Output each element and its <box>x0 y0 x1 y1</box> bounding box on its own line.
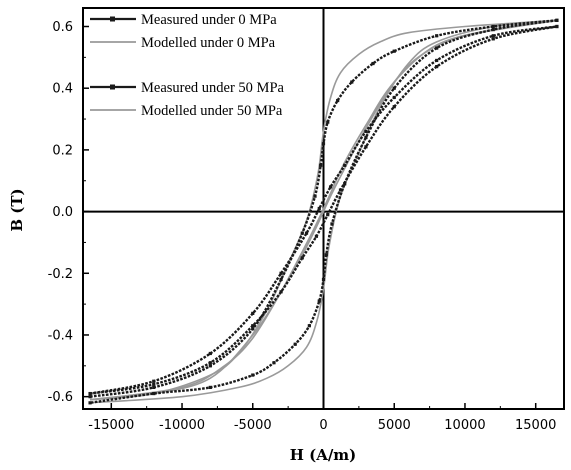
legend-marker-1 <box>110 16 115 22</box>
legend-marker-3 <box>110 84 115 90</box>
series-3-point <box>491 37 495 41</box>
series-1-point <box>307 324 311 328</box>
series-1-point <box>88 401 92 405</box>
series-3-point <box>435 65 439 69</box>
series-3-point <box>208 351 212 356</box>
series-1-point <box>371 61 375 66</box>
series-1-point <box>152 391 156 396</box>
series-3-point <box>328 185 333 189</box>
series-3-point <box>317 206 321 211</box>
x-tick-label: 15000 <box>515 418 556 433</box>
x-tick-label: -10000 <box>159 418 205 433</box>
legend-label-2: Modelled under 0 MPa <box>141 35 276 51</box>
series-1-point <box>208 385 212 390</box>
series-3-point <box>491 34 495 38</box>
legend: Measured under 0 MPa Modelled under 0 MPa… <box>90 12 285 119</box>
series-3-point <box>152 382 156 386</box>
series-1-point <box>330 222 334 226</box>
series-3-point <box>88 391 92 396</box>
series-1-point <box>317 299 321 303</box>
series-3-point <box>279 290 283 294</box>
series-4 <box>89 19 558 401</box>
series-2-lower-branch <box>90 19 557 404</box>
series-3-point <box>208 361 212 365</box>
series-1-point <box>251 327 255 331</box>
series-1-point <box>491 24 495 29</box>
y-tick-label: 0.2 <box>52 143 73 158</box>
series-1-point <box>555 18 559 22</box>
series-3-point <box>392 105 396 109</box>
series-1-point <box>88 395 92 399</box>
y-axis-ticks: -0.6 -0.4 -0.2 0.0 0.2 0.4 0.6 <box>48 20 89 405</box>
series-1-point <box>392 49 396 53</box>
series-1-point <box>491 27 495 32</box>
series-1-point <box>392 86 396 90</box>
y-tick-label: -0.2 <box>48 267 73 282</box>
y-tick-label: 0.6 <box>52 20 73 35</box>
x-tick-label: 0 <box>319 418 327 433</box>
series-1-point <box>321 277 326 282</box>
y-tick-label: -0.6 <box>48 390 73 405</box>
legend-label-3: Measured under 50 MPa <box>141 80 285 96</box>
series-1-point <box>336 98 340 103</box>
y-tick-label: -0.4 <box>48 328 73 343</box>
series-layer <box>88 18 559 405</box>
series-1-point <box>435 46 439 50</box>
series-1-point <box>313 194 317 198</box>
series-1-point <box>321 142 326 146</box>
x-tick-label: 10000 <box>444 418 485 433</box>
series-3-point <box>326 213 330 217</box>
series-3-point <box>251 311 255 315</box>
series-1-point <box>279 277 283 282</box>
series-3-point <box>251 324 255 328</box>
series-1-point <box>350 80 354 84</box>
x-tick-label: -15000 <box>88 418 134 433</box>
series-3 <box>88 24 559 396</box>
legend-label-1: Measured under 0 MPa <box>141 12 277 28</box>
legend-label-4: Modelled under 50 MPa <box>141 103 283 119</box>
y-tick-label: 0.0 <box>52 205 73 220</box>
series-1 <box>88 18 559 405</box>
series-1-point <box>293 342 297 346</box>
series-3-point <box>279 271 283 275</box>
series-3-point <box>435 58 439 63</box>
series-3-point <box>338 188 343 192</box>
series-3-point <box>304 231 309 235</box>
series-1-point <box>251 373 255 377</box>
series-1-point <box>364 135 368 140</box>
series-1-point <box>324 253 328 257</box>
y-axis-title: B (T) <box>8 188 26 231</box>
series-1-point <box>326 120 330 124</box>
series-3-point <box>555 24 559 29</box>
series-1-point <box>152 385 156 390</box>
x-axis-title: H (A/m) <box>290 446 357 464</box>
series-1-point <box>300 231 304 235</box>
series-3-point <box>364 145 368 149</box>
series-3-point <box>392 95 396 100</box>
series-3-point <box>152 379 156 383</box>
y-tick-label: 0.4 <box>52 82 73 97</box>
series-1-point <box>208 364 212 368</box>
series-3-point <box>343 163 347 167</box>
series-3-point <box>364 129 368 133</box>
series-3-point <box>300 256 304 260</box>
x-tick-label: -5000 <box>234 418 272 433</box>
x-axis-ticks: -15000 -10000 -5000 0 5000 10000 15000 <box>88 403 556 433</box>
series-1-point <box>319 163 323 167</box>
series-1-point <box>272 361 276 365</box>
series-3-point <box>314 234 319 238</box>
series-4-lower-branch <box>89 19 558 401</box>
x-tick-label: 5000 <box>378 418 411 433</box>
series-1-point <box>435 34 439 38</box>
